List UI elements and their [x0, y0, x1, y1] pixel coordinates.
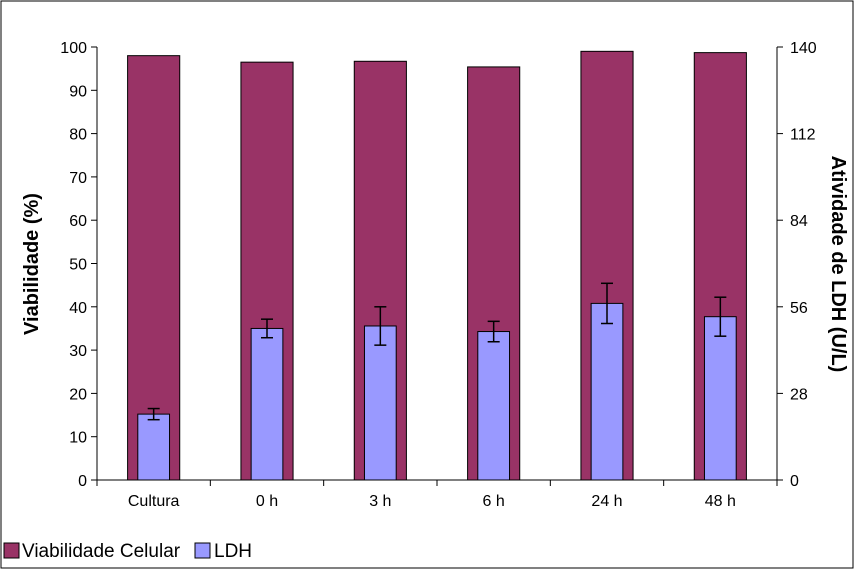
legend-swatch-ldh	[194, 542, 211, 559]
ldh-bar	[137, 413, 171, 481]
y-tick-label: 60	[69, 213, 87, 230]
y-tick-label: 100	[60, 40, 87, 57]
y2-axis-title: Atividade de LDH (U/L)	[827, 156, 849, 373]
y-tick-label: 10	[69, 430, 87, 447]
ldh-bar	[703, 316, 737, 481]
chart-axes: Cultura 0 h 3 h 6 h 24 h 48 h 0 10 20 30 40 50 60 70 8…	[60, 40, 817, 510]
y-tick-label: 80	[69, 127, 87, 144]
y2-tick-label: 0	[790, 473, 799, 490]
y2-tick-label: 28	[790, 386, 808, 403]
y2-tick-label: 84	[790, 213, 808, 230]
x-tick-label: 0 h	[256, 493, 278, 510]
y-tick-label: 70	[69, 170, 87, 187]
y-tick-label: 0	[78, 473, 87, 490]
x-tick-label: 6 h	[483, 493, 505, 510]
y-tick-label: 30	[69, 343, 87, 360]
y-tick-label: 50	[69, 257, 87, 274]
legend-swatch-viabilidade	[3, 542, 20, 559]
x-tick-label: 3 h	[369, 493, 391, 510]
ldh-bar	[477, 331, 511, 481]
ldh-bar	[250, 327, 284, 481]
y2-tick-label: 140	[790, 40, 817, 57]
ldh-bar	[363, 325, 397, 481]
y-tick-label: 90	[69, 83, 87, 100]
y-axis-title: Viabilidade (%)	[21, 193, 43, 335]
y-tick-label: 20	[69, 386, 87, 403]
legend: Viabilidade Celular LDH	[3, 541, 252, 562]
y2-tick-label: 56	[790, 300, 808, 317]
y-tick-label: 40	[69, 300, 87, 317]
x-tick-label: 48 h	[705, 493, 736, 510]
legend-label-ldh: LDH	[214, 541, 252, 562]
x-tick-label: Cultura	[128, 493, 180, 510]
ldh-bar	[590, 302, 624, 481]
chart-marks	[127, 50, 747, 481]
legend-label-viabilidade: Viabilidade Celular	[22, 541, 181, 562]
y2-tick-label: 112	[790, 127, 816, 144]
x-tick-label: 24 h	[591, 493, 622, 510]
